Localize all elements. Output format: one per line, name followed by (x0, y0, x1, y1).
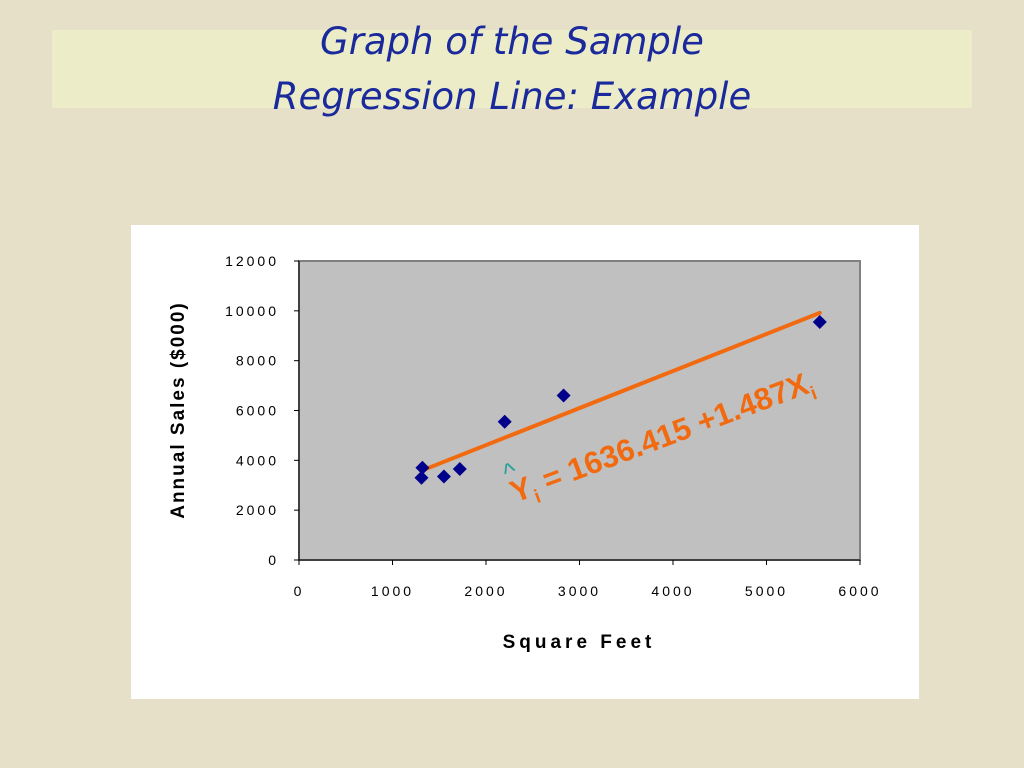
data-point (556, 388, 571, 403)
slide-title-line1: Graph of the Sample (320, 20, 704, 63)
data-point (812, 315, 827, 330)
x-tick-label: 1000 (371, 583, 414, 599)
data-point (452, 462, 467, 477)
slide-title: Graph of the Sample Regression Line: Exa… (0, 14, 1024, 124)
x-tick-label: 0 (294, 583, 305, 599)
x-axis-title: Square Feet (503, 632, 656, 653)
plot-area (298, 260, 861, 561)
x-tick-label: 6000 (838, 583, 881, 599)
y-tick-label: 6000 (236, 403, 279, 419)
regression-chart: 0 2000 4000 6000 8000 10000 12000 0 1000 2000 3000… (168, 253, 881, 653)
x-tick-label: 2000 (464, 583, 507, 599)
data-point (414, 470, 429, 485)
y-tick-label: 0 (268, 552, 279, 568)
x-tick-label: 4000 (651, 583, 694, 599)
y-tick-label: 8000 (236, 353, 279, 369)
y-tick-label: 2000 (236, 502, 279, 518)
y-tick-label: 4000 (236, 452, 279, 468)
title-band (52, 30, 972, 108)
slide-title-line2: Regression Line: Example (272, 75, 752, 118)
regression-line (419, 310, 822, 473)
y-tick-label: 12000 (225, 253, 279, 269)
x-tick-label: 3000 (558, 583, 601, 599)
data-point (497, 414, 512, 429)
data-point (415, 460, 430, 475)
x-tick-label: 5000 (745, 583, 788, 599)
y-axis-title: Annual Sales ($000) (168, 301, 189, 519)
data-point (436, 469, 451, 484)
chart-panel: 0 2000 4000 6000 8000 10000 12000 0 1000 2000 3000… (131, 225, 919, 699)
y-tick-label: 10000 (225, 303, 279, 319)
